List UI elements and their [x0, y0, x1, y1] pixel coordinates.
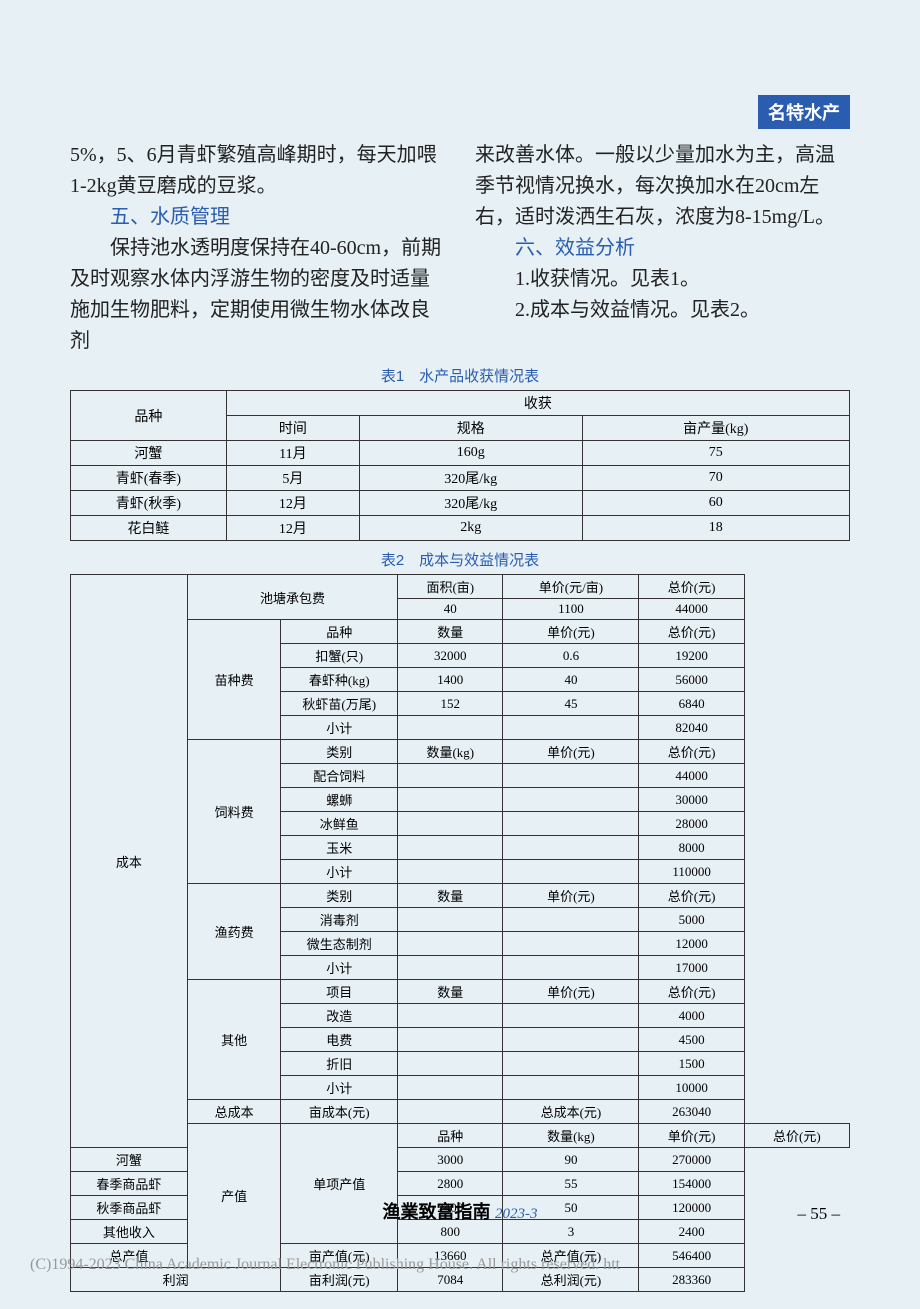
table-row: 青虾(秋季)12月320尾/kg60 — [71, 491, 850, 516]
issue-number: 2023-3 — [495, 1206, 538, 1222]
right-column: 来改善水体。一般以少量加水为主，高温季节视情况换水，每次换加水在20cm左右，适… — [475, 140, 850, 357]
table-header: 品种 — [71, 391, 227, 441]
table2-title: 表2 成本与效益情况表 — [70, 549, 850, 570]
cost-label: 成本 — [71, 575, 188, 1148]
feed-label: 饲料费 — [187, 740, 280, 884]
journal-name: 渔業致富指南 — [383, 1202, 491, 1222]
table-header: 收获 — [226, 391, 849, 416]
single-value-label: 单项产值 — [281, 1124, 398, 1244]
table-header: 亩产量(kg) — [582, 416, 849, 441]
table-row: 花白鲢12月2kg18 — [71, 516, 850, 541]
section-6-title: 六、效益分析 — [475, 233, 850, 264]
table1-title: 表1 水产品收获情况表 — [70, 365, 850, 386]
table-row: 河蟹11月160g75 — [71, 441, 850, 466]
body-text: 5%，5、6月青虾繁殖高峰期时，每天加喂1-2kg黄豆磨成的豆浆。 五、水质管理… — [70, 140, 850, 357]
page-number: – 55 – — [798, 1204, 841, 1224]
totalcost-label: 总成本 — [187, 1100, 280, 1124]
section-5-title: 五、水质管理 — [70, 202, 445, 233]
paragraph: 1.收获情况。见表1。 — [475, 264, 850, 295]
pond-label: 池塘承包费 — [187, 575, 397, 620]
table1-harvest: 品种 收获 时间 规格 亩产量(kg) 河蟹11月160g75 青虾(春季)5月… — [70, 390, 850, 541]
value-label: 产值 — [187, 1124, 280, 1268]
paragraph: 5%，5、6月青虾繁殖高峰期时，每天加喂1-2kg黄豆磨成的豆浆。 — [70, 140, 445, 202]
category-badge: 名特水产 — [758, 95, 850, 129]
table-header: 时间 — [226, 416, 359, 441]
table-header: 规格 — [359, 416, 582, 441]
left-column: 5%，5、6月青虾繁殖高峰期时，每天加喂1-2kg黄豆磨成的豆浆。 五、水质管理… — [70, 140, 445, 357]
table-row: 青虾(春季)5月320尾/kg70 — [71, 466, 850, 491]
med-label: 渔药费 — [187, 884, 280, 980]
table2-cost-benefit: 成本 池塘承包费 面积(亩)单价(元/亩)总价(元) 40110044000 苗… — [70, 574, 850, 1292]
seed-label: 苗种费 — [187, 620, 280, 740]
paragraph: 来改善水体。一般以少量加水为主，高温季节视情况换水，每次换加水在20cm左右，适… — [475, 140, 850, 233]
footer: 渔業致富指南 2023-3 — [0, 1198, 920, 1224]
paragraph: 2.成本与效益情况。见表2。 — [475, 295, 850, 326]
paragraph: 保持池水透明度保持在40-60cm，前期及时观察水体内浮游生物的密度及时适量施加… — [70, 233, 445, 357]
other-label: 其他 — [187, 980, 280, 1100]
copyright-text: (C)1994-2023 China Academic Journal Elec… — [30, 1256, 620, 1274]
